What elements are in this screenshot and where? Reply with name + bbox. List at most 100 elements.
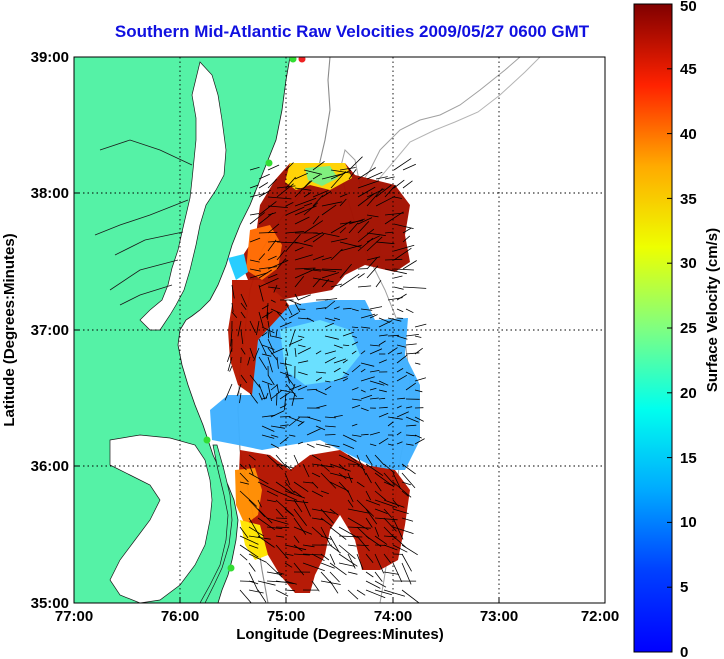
x-tick-label: 74:00 [374, 608, 412, 625]
velocity-vector [339, 273, 360, 288]
velocity-vector [396, 293, 407, 301]
velocity-vector [267, 196, 292, 200]
velocity-vector [275, 329, 278, 338]
velocity-vector [294, 216, 310, 225]
velocity-vector [249, 237, 261, 243]
velocity-vector [347, 454, 357, 462]
velocity-vector [402, 286, 427, 289]
velocity-vector [267, 205, 288, 208]
velocity-vector [311, 553, 325, 562]
velocity-vector [392, 535, 406, 548]
velocity-vector [306, 317, 315, 322]
velocity-vector [253, 347, 260, 362]
velocity-vector [392, 481, 412, 498]
velocity-vector [393, 286, 404, 290]
velocity-vector [365, 571, 374, 578]
velocity-vector [266, 526, 283, 530]
velocity-vector [329, 526, 347, 540]
river-tributaries [94, 139, 193, 306]
velocity-vector [239, 580, 254, 582]
velocity-vector [387, 334, 400, 337]
velocity-vector [284, 553, 294, 556]
velocity-vector [360, 407, 369, 412]
velocity-vector [284, 463, 292, 471]
velocity-vector [292, 383, 296, 391]
velocity-vector [239, 553, 248, 561]
velocity-vector [312, 277, 334, 283]
velocity-vector [369, 431, 380, 436]
velocity-vector [288, 384, 302, 391]
velocity-vector [302, 499, 311, 517]
velocity-vector [276, 383, 279, 393]
velocity-vector [357, 221, 370, 234]
velocity-vector [338, 472, 347, 480]
velocity-vector [249, 374, 261, 388]
velocity-vector [329, 571, 340, 583]
velocity-vector [356, 481, 365, 488]
velocity-vector [261, 311, 273, 319]
velocity-vector [240, 293, 248, 307]
velocity-vector [276, 241, 299, 244]
velocity-region-cyan-west [228, 254, 248, 280]
velocity-vector [405, 416, 419, 423]
velocity-vector [347, 553, 356, 569]
velocity-vector [311, 526, 324, 537]
velocity-vector [315, 307, 327, 310]
velocity-vector [324, 356, 336, 364]
velocity-vector [249, 166, 260, 171]
velocity-vector [315, 377, 323, 382]
velocity-vector [330, 238, 348, 243]
velocity-vector [396, 344, 407, 348]
velocity-vector [302, 544, 315, 548]
velocity-vector [294, 180, 311, 198]
colorbar-tick-label: 15 [680, 450, 697, 467]
velocity-vector [315, 404, 327, 409]
velocity-vector [357, 285, 372, 288]
velocity-vector [374, 571, 383, 582]
y-axis-ticks [74, 56, 80, 604]
velocity-vector [401, 472, 416, 489]
velocity-vector [351, 308, 359, 312]
velocity-vector [288, 312, 299, 319]
velocity-vector [303, 202, 313, 207]
velocity-vector [333, 306, 340, 310]
velocity-vector [294, 293, 299, 301]
velocity-vector [279, 436, 289, 445]
colorbar-tick-label: 20 [680, 385, 697, 402]
velocity-vector [357, 180, 380, 189]
velocity-vector [267, 320, 271, 337]
velocity-vector [366, 235, 380, 243]
velocity-vector [378, 380, 389, 386]
velocity-vector [258, 201, 277, 216]
velocity-vector [303, 231, 324, 243]
velocity-vector [402, 180, 413, 189]
velocity-vector [396, 431, 402, 436]
velocity-vector [284, 544, 307, 551]
velocity-vector [306, 416, 322, 422]
velocity-vector [392, 508, 409, 514]
velocity-vector [360, 326, 371, 329]
velocity-vector [261, 304, 269, 310]
velocity-vector [383, 589, 406, 597]
velocity-vector [297, 335, 305, 338]
velocity-vector [239, 481, 249, 485]
velocity-vector [248, 589, 264, 594]
colorbar-ticks [667, 3, 672, 653]
velocity-vector [294, 172, 308, 180]
velocity-vector [356, 544, 369, 546]
velocity-vector [293, 553, 310, 556]
velocity-vector [270, 335, 283, 339]
velocity-vector [321, 268, 342, 271]
velocity-vector [266, 562, 283, 578]
velocity-vector [267, 260, 289, 270]
velocity-vector [276, 356, 279, 369]
velocity-vector [237, 320, 242, 337]
velocity-vector [315, 425, 326, 431]
velocity-vector [384, 184, 396, 198]
velocity-vector [303, 192, 312, 198]
velocity-vector [288, 338, 303, 346]
velocity-vector [347, 508, 369, 514]
velocity-vector [360, 308, 373, 311]
velocity-vector [279, 321, 292, 328]
